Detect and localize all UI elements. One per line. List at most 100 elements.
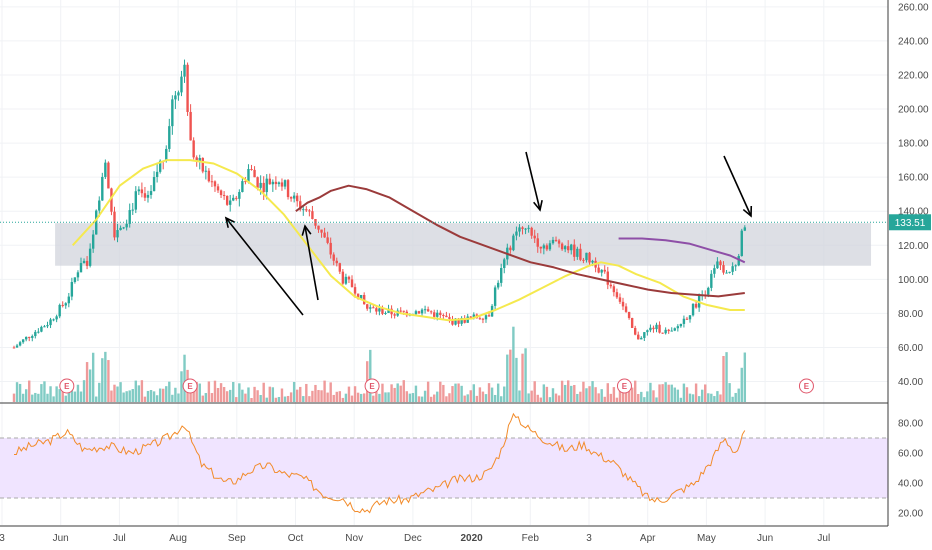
- volume-bar: [85, 362, 89, 402]
- volume-bar: [624, 388, 628, 402]
- candle-body: [728, 271, 731, 273]
- candle-body: [521, 227, 524, 229]
- volume-bar: [594, 387, 597, 402]
- candle-body: [673, 328, 676, 331]
- candle-body: [381, 308, 384, 314]
- time-tick-label: 2020: [460, 533, 483, 544]
- volume-bar: [646, 391, 649, 402]
- volume-bar: [189, 388, 192, 402]
- candle-body: [347, 276, 351, 280]
- volume-bar: [375, 387, 378, 402]
- moving-average-line: [295, 184, 745, 298]
- volume-bar: [372, 395, 375, 402]
- candles: [12, 59, 747, 349]
- time-tick-label: Aug: [169, 533, 187, 544]
- volume-bar: [228, 389, 232, 402]
- volume-bar: [567, 380, 570, 402]
- volume-bar: [551, 388, 555, 402]
- candle-body: [222, 195, 226, 197]
- candle-body: [292, 195, 296, 199]
- candle-body: [204, 170, 208, 172]
- candle-body: [533, 235, 536, 239]
- candle-body: [627, 311, 631, 319]
- candle-body: [484, 315, 488, 320]
- candle-body: [137, 189, 141, 192]
- candle-body: [588, 252, 591, 263]
- volume-bar: [688, 393, 692, 402]
- last-price-label: 133.51: [895, 218, 926, 229]
- volume-bar: [168, 381, 171, 402]
- volume-bar: [314, 384, 317, 402]
- volume-bar: [664, 382, 667, 402]
- volume-bar: [405, 391, 409, 402]
- candle-body: [18, 342, 22, 346]
- candle-body: [28, 336, 31, 338]
- candle-body: [612, 286, 616, 293]
- candle-body: [353, 287, 357, 294]
- candle-body: [189, 111, 192, 141]
- volume-bar: [165, 386, 168, 402]
- candle-body: [262, 182, 265, 193]
- volume-bar: [219, 383, 223, 402]
- volume-bar: [618, 383, 622, 402]
- candle-body: [341, 271, 345, 284]
- volume-bar: [280, 388, 284, 402]
- volume-bar: [490, 387, 494, 402]
- volume-bar: [317, 390, 320, 402]
- volume-bar: [658, 384, 661, 402]
- candle-body: [88, 248, 92, 266]
- candle-body: [512, 235, 515, 251]
- price-tick-label: 240.00: [898, 36, 929, 47]
- volume-bar: [451, 386, 454, 402]
- volume-bar: [545, 386, 549, 402]
- candle-body: [216, 186, 220, 191]
- volume-bar: [737, 388, 740, 402]
- candle-body: [195, 157, 198, 162]
- volume-bar: [347, 386, 351, 402]
- candle-body: [91, 234, 95, 249]
- volume-bar: [79, 391, 83, 402]
- volume-bar: [515, 357, 518, 402]
- rsi-band: [0, 438, 888, 498]
- candle-body: [369, 307, 372, 309]
- candle-body: [387, 308, 390, 313]
- volume-bar: [335, 391, 338, 402]
- volume-bar: [691, 394, 695, 402]
- volume-bar: [597, 393, 600, 402]
- candle-body: [640, 337, 643, 340]
- volume-bar: [560, 380, 564, 402]
- candle-body: [73, 277, 77, 282]
- volume-bar: [277, 396, 281, 402]
- volume-bar: [350, 395, 354, 402]
- candle-body: [393, 314, 396, 316]
- price-tick-label: 260.00: [898, 2, 929, 13]
- volume-bar: [426, 381, 430, 402]
- volume-bar: [454, 383, 457, 402]
- volume-bar: [302, 396, 305, 402]
- volume-bar: [34, 392, 37, 402]
- candle-body: [213, 181, 217, 187]
- volume-bar: [500, 396, 503, 402]
- annotation-arrow-head: [533, 200, 543, 212]
- candle-body: [740, 230, 743, 256]
- volume-bar: [640, 391, 643, 402]
- candle-body: [551, 239, 555, 244]
- volume-bar: [329, 382, 332, 402]
- candle-body: [420, 309, 424, 314]
- candle-body: [259, 182, 262, 188]
- volume-bar: [585, 388, 588, 402]
- price-tick-label: 80.00: [898, 309, 923, 320]
- volume-bar: [539, 397, 542, 402]
- volume-bar: [442, 384, 445, 402]
- volume-bar: [271, 387, 275, 402]
- volume-bar: [445, 396, 448, 402]
- candle-body: [515, 231, 518, 236]
- candle-body: [500, 268, 503, 283]
- volume-bar: [387, 392, 390, 402]
- volume-bar: [478, 387, 482, 402]
- volume-bar: [557, 395, 561, 402]
- volume-bar: [524, 348, 527, 402]
- volume-bar: [433, 394, 436, 402]
- support-resistance-zone: [55, 223, 872, 266]
